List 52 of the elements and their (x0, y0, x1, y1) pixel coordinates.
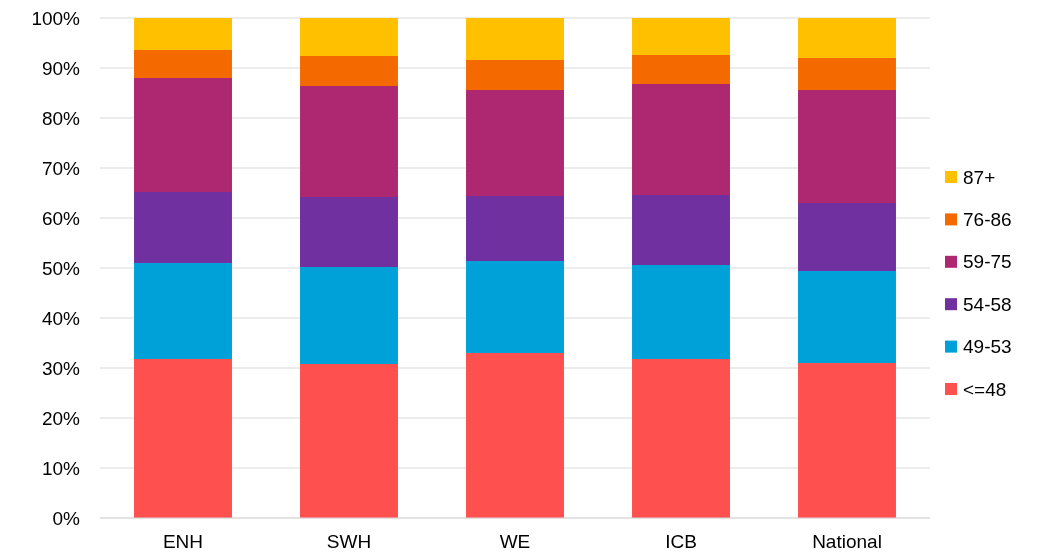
y-tick-label: 50% (41, 257, 81, 279)
bar (466, 60, 564, 90)
x-tick-label: ENH (162, 531, 204, 552)
y-tick-label: 0% (52, 507, 81, 529)
legend-label: <=48 (963, 378, 1007, 400)
bar (632, 359, 730, 518)
y-tick-label: 60% (41, 207, 81, 229)
x-tick-label: ICB (665, 531, 697, 552)
bar (632, 84, 730, 195)
bar (466, 353, 564, 518)
bar (134, 192, 232, 263)
bar (798, 363, 896, 518)
bar (300, 197, 398, 267)
bar (466, 196, 564, 261)
bar (798, 58, 896, 90)
y-tick-label: 10% (41, 457, 81, 479)
bar (466, 90, 564, 196)
bar (300, 56, 398, 86)
y-tick-label: 20% (41, 407, 81, 429)
bar (300, 364, 398, 518)
bar (466, 261, 564, 353)
bar (134, 263, 232, 359)
bar (134, 78, 232, 192)
y-tick-label: 100% (31, 7, 81, 29)
x-tick-label: National (812, 531, 882, 552)
bar (300, 18, 398, 56)
legend-label: 59-75 (963, 251, 1012, 273)
bar (798, 271, 896, 363)
bar (300, 86, 398, 197)
bar (466, 18, 564, 60)
bar (798, 90, 896, 203)
bar (134, 18, 232, 50)
y-tick-label: 90% (41, 57, 81, 79)
bar (134, 50, 232, 78)
y-tick-label: 40% (41, 307, 81, 329)
bar (632, 265, 730, 359)
legend-label: 76-86 (963, 209, 1012, 231)
legend-label: 87+ (963, 166, 996, 188)
x-tick-label: SWH (326, 531, 372, 552)
y-tick-label: 30% (41, 357, 81, 379)
legend-label: 49-53 (963, 336, 1012, 358)
bar (798, 203, 896, 271)
bar (134, 359, 232, 518)
x-tick-label: WE (499, 531, 531, 552)
legend-label: 54-58 (963, 293, 1012, 315)
bar (632, 55, 730, 84)
y-tick-label: 80% (41, 107, 81, 129)
bar (632, 195, 730, 265)
bar (300, 267, 398, 364)
bar (632, 18, 730, 55)
bar (798, 18, 896, 58)
y-tick-label: 70% (41, 157, 81, 179)
